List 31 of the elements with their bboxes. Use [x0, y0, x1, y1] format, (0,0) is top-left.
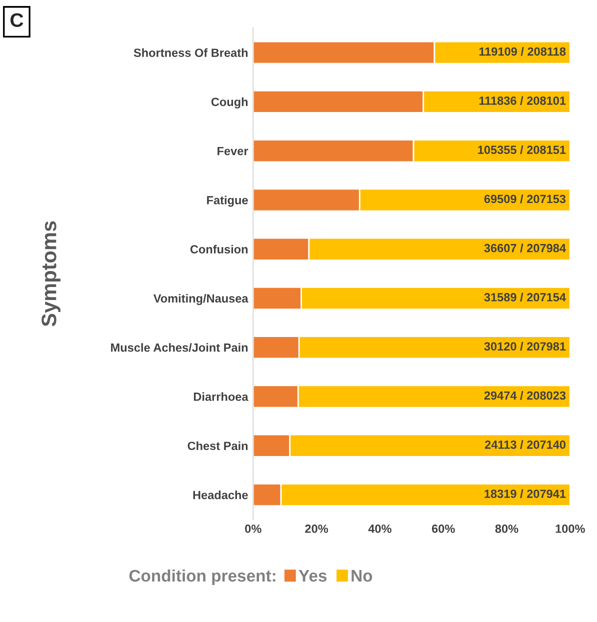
text: C: [10, 13, 24, 27]
x-tick-label: 80%: [495, 524, 518, 533]
y-tick-label: Vomiting/Nausea: [153, 294, 248, 306]
y-tick-label: Shortness Of Breath: [134, 48, 248, 57]
y-tick-label: Muscle Aches/Joint Pain: [111, 343, 248, 352]
annotation: 69509 / 207153: [484, 194, 566, 204]
annotation: 111836 / 208101: [479, 96, 566, 105]
x-tick-label: 20%: [305, 524, 328, 533]
x-tick-label: 60%: [432, 524, 455, 533]
y-tick-label: Chest Pain: [188, 441, 248, 450]
y-tick-label: Diarrhoea: [194, 392, 248, 401]
annotation: 119109 / 208118: [479, 47, 566, 56]
x-tick-label: 40%: [368, 524, 392, 533]
annotation: 105355 / 208151: [478, 145, 566, 154]
annotation: 30120 / 207981: [484, 342, 566, 351]
annotation: 24113 / 207140: [484, 440, 566, 449]
y-tick-label: Cough: [211, 97, 248, 108]
y-axis-title: Symptoms: [42, 221, 60, 326]
x-tick-label: 0%: [245, 524, 262, 533]
annotation: 29474 / 208023: [484, 391, 566, 400]
legend-title: Condition present:: [129, 569, 276, 585]
y-tick-label: Confusion: [190, 244, 248, 254]
legend-label: Yes: [298, 570, 327, 582]
annotation: 31589 / 207154: [484, 292, 566, 302]
legend-label: No: [352, 570, 372, 582]
y-tick-label: Headache: [193, 490, 248, 500]
annotation: 36607 / 207984: [484, 244, 566, 252]
y-tick-label: Fever: [218, 146, 248, 156]
annotation: 18319 / 207941: [484, 489, 566, 498]
x-tick-label: 100%: [556, 524, 585, 533]
y-tick-label: Fatigue: [207, 196, 248, 207]
